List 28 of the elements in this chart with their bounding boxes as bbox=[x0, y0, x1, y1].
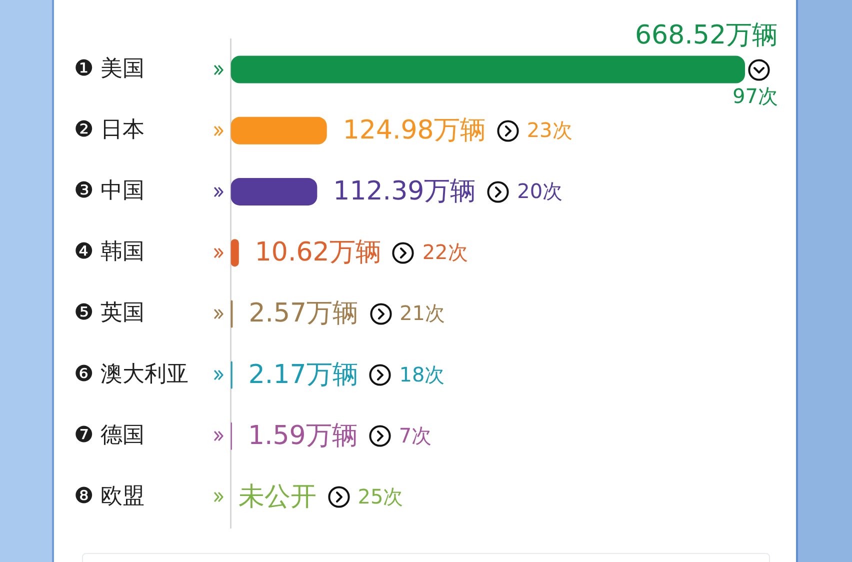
bar bbox=[230, 56, 745, 84]
annotation: 22次 bbox=[422, 240, 468, 264]
annotation: 20次 bbox=[517, 178, 563, 203]
data-label: 2.57万辆 bbox=[248, 298, 359, 329]
annotation: 7次 bbox=[398, 423, 432, 448]
annotation: 25次 bbox=[358, 484, 404, 508]
data-label: 2.17万辆 bbox=[248, 360, 358, 390]
y-tick-label: ❻ 澳大利亚 bbox=[74, 362, 189, 387]
text: 未公开 bbox=[238, 482, 317, 512]
data-label: 10.62万辆 bbox=[254, 238, 382, 268]
y-tick-label: ❹ 韩国 bbox=[74, 240, 145, 265]
bar bbox=[230, 178, 318, 206]
y-tick-label: ❼ 德国 bbox=[74, 422, 145, 448]
annotation: 23次 bbox=[526, 118, 572, 142]
y-tick-label: ❸ 中国 bbox=[74, 178, 145, 204]
bar bbox=[230, 116, 327, 144]
annotation: 97次 bbox=[732, 84, 778, 108]
data-label: 112.39万辆 bbox=[333, 176, 476, 206]
data-label: 124.98万辆 bbox=[342, 115, 486, 146]
y-tick-label: ❶ 美国 bbox=[74, 56, 145, 82]
bar bbox=[230, 239, 239, 267]
y-tick-label: ❽ 欧盟 bbox=[74, 484, 145, 509]
data-label: 1.59万辆 bbox=[248, 420, 358, 451]
annotation: 21次 bbox=[400, 301, 446, 326]
y-tick-label: ❺ 英国 bbox=[74, 300, 145, 326]
y-tick-label: ❷ 日本 bbox=[74, 117, 145, 142]
data-label: 668.52万辆 bbox=[635, 20, 778, 50]
annotation: 18次 bbox=[399, 362, 445, 386]
